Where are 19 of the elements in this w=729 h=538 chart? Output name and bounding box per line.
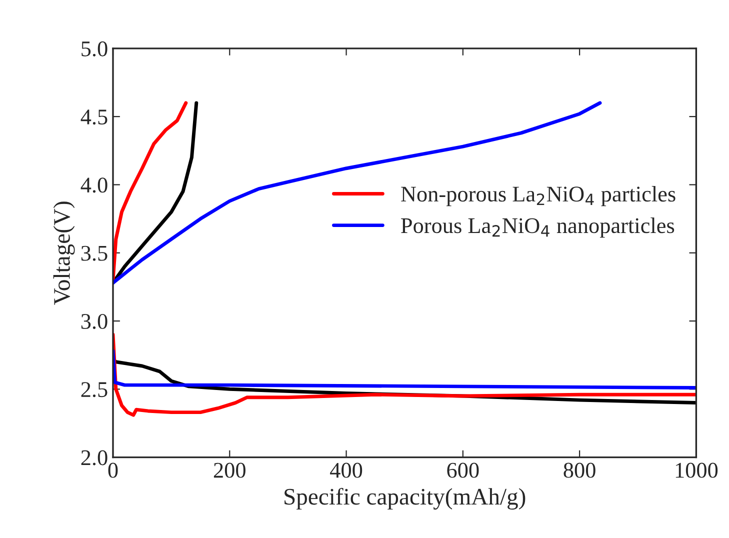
x-axis-title: Specific capacity(mAh/g) (284, 488, 526, 510)
x-tick-label: 0 (108, 462, 118, 478)
legend-label: Porous La$_{2}$NiO$_{4}$ nanoparticles (401, 218, 674, 238)
y-tick-label: 2.5 (81, 382, 108, 398)
x-tick-label: 400 (330, 462, 362, 478)
y-tick-label: 3.0 (81, 314, 108, 330)
y-tick-label: 3.5 (81, 246, 108, 261)
y-tick-label: 2.0 (81, 450, 108, 466)
x-tick-label: 800 (564, 462, 596, 478)
y-tick-label: 4.5 (80, 110, 108, 125)
x-tick-label: 600 (447, 462, 479, 478)
legend-label: Non-porous La$_{2}$NiO$_{4}$ particles (401, 186, 676, 206)
line-series (112, 349, 696, 390)
line-series (112, 332, 696, 417)
x-tick-label: 200 (214, 462, 246, 478)
y-tick-label: 4.0 (80, 178, 108, 193)
y-axis-title: Voltage(V) (53, 202, 75, 305)
y-tick-label: 5.0 (82, 41, 108, 56)
x-tick-label: 1000 (676, 462, 718, 478)
